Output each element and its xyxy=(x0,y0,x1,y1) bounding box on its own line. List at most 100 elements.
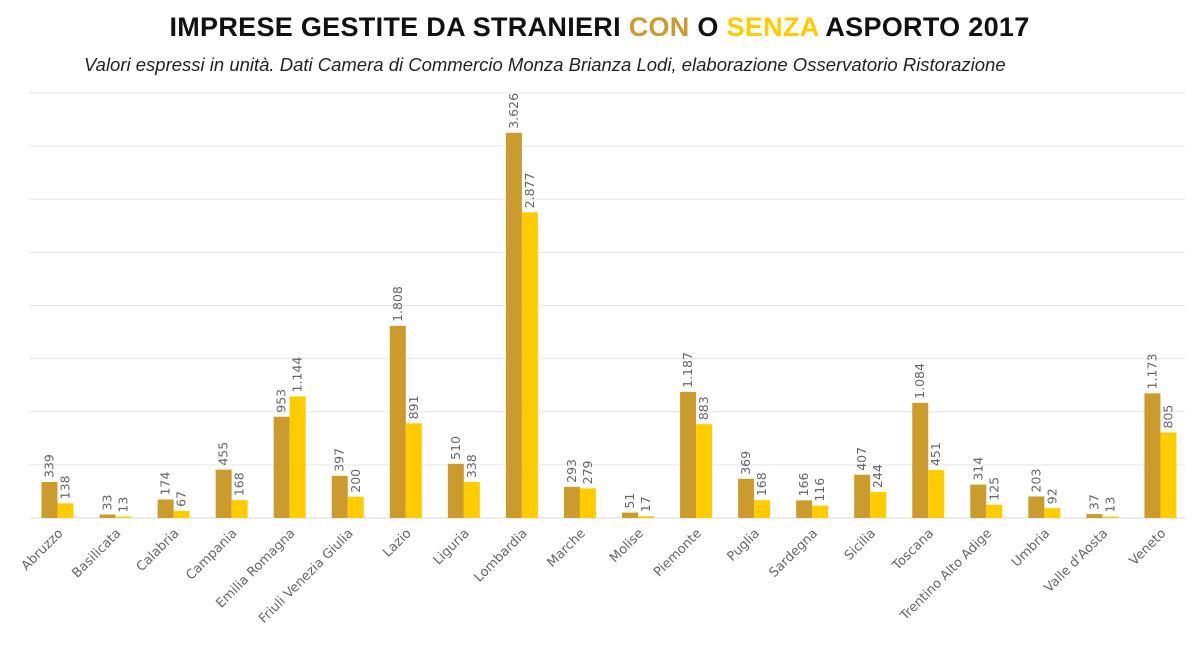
data-label: 13 xyxy=(116,497,131,513)
data-label: 293 xyxy=(564,459,579,483)
data-label: 451 xyxy=(928,442,943,466)
data-label: 1.144 xyxy=(290,357,305,393)
data-label: 510 xyxy=(448,436,463,460)
bar-con xyxy=(505,132,522,519)
title-part-4: ASPORTO 2017 xyxy=(818,12,1030,42)
data-label: 51 xyxy=(622,493,637,509)
bar-con xyxy=(215,469,232,518)
category-label: Friuli Venezia Giulia xyxy=(256,526,356,626)
data-label: 1.187 xyxy=(680,352,695,388)
category-label: Sardegna xyxy=(766,526,820,580)
bar-senza xyxy=(1044,508,1061,518)
category-label: Toscana xyxy=(889,526,937,574)
category-label: Basilicata xyxy=(69,526,124,581)
bar-senza xyxy=(521,212,538,518)
chart-subtitle: Valori espressi in unità. Dati Camera di… xyxy=(84,54,1006,75)
category-label: Sicilia xyxy=(842,526,879,563)
bar-senza xyxy=(754,500,771,518)
bar-con xyxy=(273,416,290,518)
bar-senza xyxy=(347,496,364,518)
data-label: 17 xyxy=(638,496,653,512)
bar-senza xyxy=(231,500,248,518)
category-label: Lombardia xyxy=(471,526,530,585)
bar-con xyxy=(1028,496,1045,518)
bar-con xyxy=(157,499,174,518)
data-label: 116 xyxy=(812,478,827,502)
data-label: 33 xyxy=(100,495,115,511)
bar-con xyxy=(796,500,813,518)
data-label: 2.877 xyxy=(522,173,537,209)
data-label: 138 xyxy=(58,475,73,499)
bar-senza xyxy=(57,503,74,518)
data-label: 1.808 xyxy=(390,286,405,322)
data-label: 339 xyxy=(42,454,57,478)
category-label: Liguria xyxy=(431,526,473,568)
bar-con xyxy=(389,325,406,518)
category-label: Calabria xyxy=(134,526,183,575)
data-label: 203 xyxy=(1028,469,1043,493)
category-label: Marche xyxy=(544,526,588,570)
title-part-0: IMPRESE GESTITE DA STRANIERI xyxy=(169,12,629,42)
bar-senza xyxy=(405,423,422,518)
data-label: 1.173 xyxy=(1144,354,1159,390)
data-label: 92 xyxy=(1044,488,1059,504)
data-label: 67 xyxy=(174,491,189,507)
data-label: 168 xyxy=(754,472,769,496)
bar-con xyxy=(970,484,987,518)
data-label: 1.084 xyxy=(912,363,927,399)
bar-senza xyxy=(463,482,480,518)
data-label: 279 xyxy=(580,460,595,484)
data-label: 125 xyxy=(986,477,1001,501)
bar-con xyxy=(680,391,697,518)
data-label: 883 xyxy=(696,396,711,420)
bar-senza xyxy=(928,470,945,518)
bar-senza xyxy=(638,516,654,518)
data-label: 369 xyxy=(738,451,753,475)
category-label: Abruzzo xyxy=(19,526,67,574)
data-label: 200 xyxy=(348,469,363,493)
bar-senza xyxy=(986,504,1003,518)
title-part-2: O xyxy=(689,12,727,42)
title-part-3: SENZA xyxy=(726,12,819,42)
data-label: 891 xyxy=(406,395,421,419)
bar-senza xyxy=(812,505,829,518)
bar-senza xyxy=(289,396,306,518)
category-label: Piemonte xyxy=(651,526,705,580)
bar-con xyxy=(738,478,755,518)
data-label: 338 xyxy=(464,454,479,478)
bar-con xyxy=(41,481,58,518)
data-label: 455 xyxy=(216,442,231,466)
data-label: 953 xyxy=(274,389,289,413)
data-label: 166 xyxy=(796,472,811,496)
bar-con xyxy=(331,475,348,518)
data-label: 407 xyxy=(854,447,869,471)
category-label: Veneto xyxy=(1127,526,1170,569)
category-label: Lazio xyxy=(380,526,414,560)
title-part-1: CON xyxy=(628,12,690,42)
data-label: 174 xyxy=(158,472,173,496)
data-label: 244 xyxy=(870,464,885,488)
bar-senza xyxy=(696,424,713,518)
category-label: Umbria xyxy=(1009,526,1053,570)
data-label: 397 xyxy=(332,448,347,472)
bar-senza xyxy=(870,492,887,518)
data-label: 805 xyxy=(1160,405,1175,429)
bar-senza xyxy=(1102,516,1119,518)
bar-con xyxy=(447,463,464,518)
bar-senza xyxy=(115,516,132,518)
category-label: Molise xyxy=(607,526,647,566)
bar-senza xyxy=(173,510,190,518)
bar-senza xyxy=(1160,432,1177,518)
bar-con xyxy=(99,514,116,518)
bar-con xyxy=(1144,393,1161,518)
bar-con xyxy=(1086,514,1103,518)
bar-con xyxy=(622,512,638,518)
bar-con xyxy=(563,486,580,518)
data-label: 3.626 xyxy=(506,93,521,129)
category-label: Campania xyxy=(183,526,240,583)
data-label: 168 xyxy=(232,472,247,496)
data-label: 13 xyxy=(1102,497,1117,513)
chart-title: IMPRESE GESTITE DA STRANIERI CON O SENZA… xyxy=(0,12,1199,43)
bar-senza xyxy=(579,488,596,518)
